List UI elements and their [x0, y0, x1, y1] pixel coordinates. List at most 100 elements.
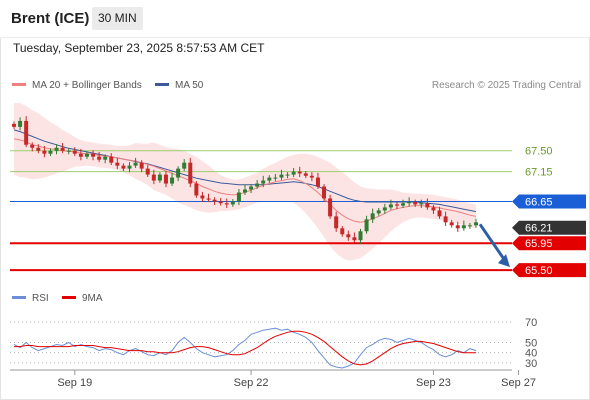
candle-body-16 [109, 156, 114, 163]
candle-body-12 [84, 153, 89, 157]
candle-body-40 [255, 183, 260, 187]
candle-body-53 [334, 216, 339, 229]
candle-body-15 [103, 156, 108, 160]
legend-ma20-label: MA 20 + Bollinger Bands [32, 80, 142, 91]
interval-badge[interactable]: 30 MIN [92, 7, 143, 30]
candle-body-33 [212, 199, 217, 202]
candle-body-6 [48, 150, 53, 154]
candle-body-47 [297, 171, 302, 174]
candle-body-19 [127, 165, 132, 169]
candle-body-73 [455, 225, 460, 229]
price-level-tag-2 [512, 194, 586, 209]
candle-body-1 [18, 120, 23, 127]
x-tick-label-3: Sep 27 [501, 377, 536, 389]
candle-body-63 [394, 204, 399, 206]
candle-body-72 [449, 222, 454, 226]
rsi-swatch [12, 295, 26, 299]
legend-ma50-label: MA 50 [175, 80, 204, 91]
rsi-line [13, 327, 477, 369]
candle-body-35 [224, 203, 229, 205]
candle-body-71 [443, 216, 448, 223]
candle-body-7 [54, 147, 59, 151]
candle-body-65 [407, 202, 412, 204]
candle-body-41 [261, 180, 266, 184]
candle-body-56 [352, 237, 357, 241]
candle-body-74 [461, 225, 466, 229]
candle-body-44 [279, 174, 284, 178]
candle-body-75 [467, 225, 472, 227]
instrument-title: Brent (ICE) [11, 10, 90, 27]
candle-body-39 [249, 186, 254, 190]
candle-body-62 [388, 204, 393, 208]
price-level-label-5: 65.50 [525, 265, 553, 277]
chart-datetime: Tuesday, September 23, 2025 8:57:53 AM C… [13, 41, 265, 55]
candle-body-34 [218, 201, 223, 204]
rsi-tick-label-2: 40 [525, 348, 537, 360]
bollinger-bands-area [14, 103, 476, 261]
ma50-line [13, 129, 477, 213]
rsi-tick-label-3: 30 [525, 358, 537, 370]
candle-body-36 [230, 201, 235, 205]
candle-body-14 [97, 156, 102, 160]
rsi-ma-line [14, 330, 476, 366]
candle-body-10 [72, 150, 77, 154]
candle-body-5 [42, 150, 47, 154]
candle-body-11 [78, 153, 83, 157]
candle-body-0 [12, 123, 16, 127]
candle-body-67 [419, 203, 424, 205]
candle-body-55 [346, 234, 351, 238]
candle-body-8 [60, 147, 65, 151]
candle-body-17 [115, 162, 120, 166]
candle-body-52 [328, 198, 333, 217]
price-level-label-1: 67.15 [525, 167, 553, 179]
price-level-label-4: 65.95 [525, 238, 553, 250]
candle-body-9 [66, 150, 71, 152]
candle-body-38 [243, 189, 247, 193]
x-tick-label-1: Sep 22 [234, 377, 269, 389]
chart-header: Brent (ICE) 30 MIN [0, 0, 590, 38]
rsi-tick-label-0: 70 [525, 317, 537, 329]
candle-body-23 [151, 174, 156, 181]
candle-body-31 [200, 195, 205, 199]
candle-body-2 [24, 120, 29, 145]
ma50-swatch [155, 82, 169, 86]
legend-ma20: MA 20 + Bollinger Bands [12, 80, 142, 92]
rsi-ma-swatch [62, 295, 76, 299]
candle-body-20 [133, 162, 138, 166]
candle-body-68 [425, 203, 430, 208]
candle-body-42 [267, 177, 272, 181]
candle-body-26 [170, 177, 175, 184]
legend-ma50: MA 50 [155, 80, 203, 92]
price-level-label-2: 66.65 [525, 196, 553, 208]
candle-body-37 [236, 192, 241, 202]
candle-body-60 [376, 210, 381, 214]
candle-body-70 [437, 210, 442, 217]
candle-body-13 [91, 153, 96, 157]
candle-body-3 [30, 144, 35, 148]
legend-rsi-label: RSI [32, 293, 49, 304]
candle-body-58 [364, 219, 369, 232]
candle-body-50 [315, 177, 320, 187]
legend-rsi-ma: 9MA [62, 293, 103, 305]
candle-body-51 [322, 186, 327, 199]
candle-body-54 [340, 228, 345, 235]
price-level-label-3: 66.21 [525, 223, 553, 235]
candle-body-21 [139, 162, 144, 169]
candle-body-49 [309, 175, 314, 178]
candle-body-25 [163, 174, 168, 184]
candle-body-45 [285, 174, 290, 176]
candle-body-28 [182, 162, 187, 169]
candle-body-27 [176, 168, 181, 178]
candle-body-18 [121, 165, 126, 169]
candle-body-64 [401, 203, 406, 206]
legend-rsi-ma-label: 9MA [82, 293, 103, 304]
candle-body-30 [194, 183, 199, 196]
candle-body-29 [188, 162, 193, 184]
candle-body-48 [303, 173, 308, 176]
candle-body-76 [474, 222, 478, 226]
x-tick-label-0: Sep 19 [57, 377, 92, 389]
forecast-arrow-shaft [478, 223, 508, 263]
candle-body-57 [358, 231, 363, 241]
research-credit: Research © 2025 Trading Central [431, 80, 581, 91]
